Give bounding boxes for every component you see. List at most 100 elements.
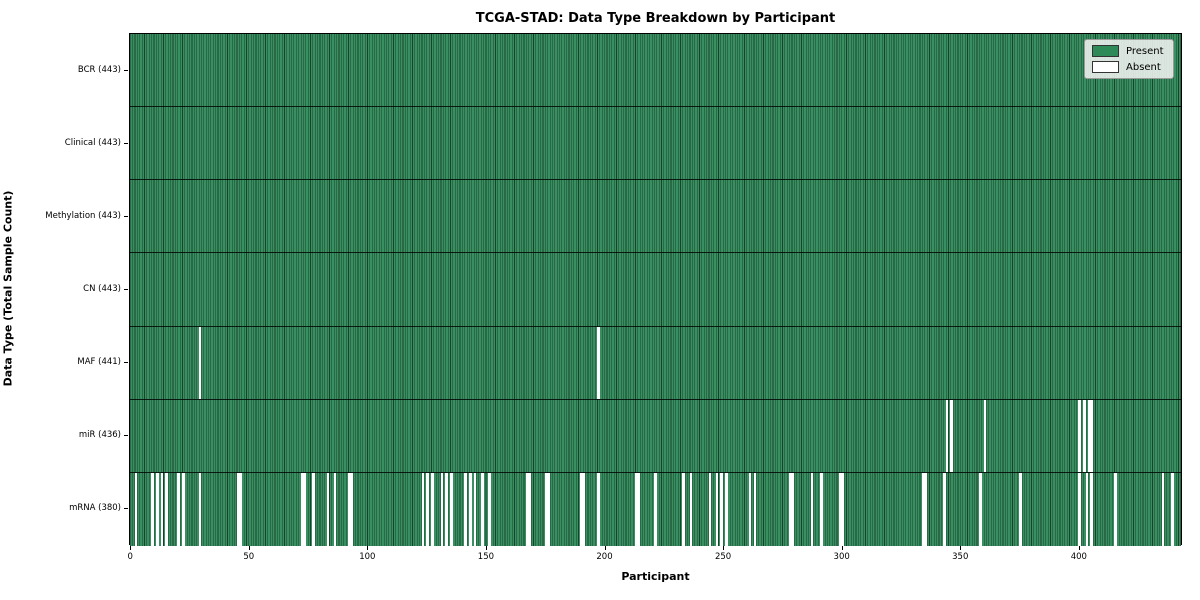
absent-cell — [155, 472, 159, 546]
ytick-mark — [124, 215, 128, 217]
absent-cell — [720, 472, 724, 546]
absent-cell — [302, 472, 306, 546]
ytick-label-methylation: Methylation (443) — [45, 210, 121, 221]
absent-cell — [525, 472, 529, 546]
xtick-mark — [485, 546, 487, 550]
absent-cell — [198, 472, 202, 546]
xtick-mark — [367, 546, 369, 550]
absent-cell — [1090, 472, 1093, 546]
absent-cell — [544, 472, 548, 546]
xtick-label-200: 200 — [596, 552, 613, 562]
ytick-label-mir: miR (436) — [78, 430, 121, 441]
absent-cell — [236, 472, 240, 546]
absent-cell — [348, 472, 351, 546]
ytick-label-cn: CN (443) — [83, 284, 121, 294]
legend-label: Absent — [1126, 61, 1161, 73]
legend-swatch-absent-icon — [1092, 61, 1119, 73]
x-axis-title: Participant — [621, 570, 690, 583]
absent-cell — [1085, 472, 1089, 546]
ytick-label-bcr: BCR (443) — [77, 64, 121, 75]
absent-cell — [198, 326, 202, 399]
absent-cell — [480, 472, 484, 546]
absent-cell — [528, 472, 531, 546]
ytick-label-clinical: Clinical (443) — [64, 137, 121, 148]
ytick-label-mrna: mRNA (380) — [69, 503, 121, 514]
xtick-mark — [1078, 546, 1080, 550]
absent-cell — [653, 472, 657, 546]
absent-cell — [333, 472, 337, 546]
absent-cell — [597, 326, 600, 399]
xtick-mark — [723, 546, 725, 550]
absent-cell — [431, 472, 434, 546]
ytick-mark — [124, 508, 128, 510]
row-band-mrna — [130, 472, 1181, 546]
absent-cell — [708, 472, 712, 546]
absent-cell — [689, 472, 693, 546]
ytick-mark — [124, 362, 128, 364]
xtick-label-50: 50 — [243, 552, 255, 562]
xtick-label-350: 350 — [952, 552, 969, 562]
absent-cell — [950, 399, 954, 472]
row-band-bcr — [130, 34, 1181, 108]
xtick-label-250: 250 — [714, 552, 732, 562]
absent-cell — [637, 472, 641, 546]
absent-cell — [1078, 399, 1082, 472]
absent-cell — [943, 472, 946, 546]
absent-cell — [426, 472, 429, 546]
legend-label: Present — [1126, 45, 1164, 57]
absent-cell — [1019, 472, 1022, 546]
row-band-clinical — [130, 107, 1181, 181]
absent-cell — [165, 472, 169, 546]
ytick-mark — [124, 435, 128, 437]
absent-cell — [597, 472, 600, 546]
absent-cell — [841, 472, 844, 546]
absent-cell — [1083, 399, 1086, 472]
absent-cell — [682, 472, 686, 546]
row-band-mir — [130, 399, 1181, 473]
ytick-mark — [124, 289, 128, 290]
ytick-mark — [124, 142, 128, 144]
absent-cell — [151, 472, 154, 546]
absent-cell — [791, 472, 795, 546]
absent-cell — [440, 472, 444, 546]
absent-cell — [1090, 399, 1093, 472]
absent-cell — [450, 472, 453, 546]
absent-cell — [582, 472, 586, 546]
absent-cell — [160, 472, 164, 546]
absent-cell — [748, 472, 752, 546]
absent-cell — [978, 472, 982, 546]
absent-cell — [1087, 399, 1091, 472]
absent-cell — [945, 399, 949, 472]
xtick-mark — [960, 546, 962, 550]
row-band-methylation — [130, 180, 1181, 254]
absent-cell — [1114, 472, 1117, 546]
legend-swatch-present-icon — [1092, 45, 1119, 57]
absent-cell — [182, 472, 185, 546]
absent-cell — [468, 472, 472, 546]
absent-cell — [921, 472, 925, 546]
legend-item-present: Present — [1092, 45, 1165, 57]
absent-cell — [350, 472, 354, 546]
absent-cell — [924, 472, 927, 546]
absent-cell — [1170, 472, 1174, 546]
xtick-label-400: 400 — [1070, 552, 1087, 562]
row-band-cn — [130, 253, 1181, 327]
xtick-mark — [604, 546, 606, 550]
absent-cell — [635, 472, 638, 546]
ytick-label-maf: MAF (441) — [77, 357, 121, 368]
legend: Present Absent — [1084, 39, 1174, 79]
plot-area — [129, 33, 1182, 546]
xtick-label-100: 100 — [359, 552, 376, 562]
absent-cell — [1161, 472, 1165, 546]
absent-cell — [464, 472, 467, 546]
absent-cell — [177, 472, 180, 546]
absent-cell — [725, 472, 728, 546]
legend-item-absent: Absent — [1092, 61, 1165, 73]
absent-cell — [789, 472, 792, 546]
ytick-mark — [124, 69, 128, 71]
absent-cell — [300, 472, 304, 546]
xtick-label-300: 300 — [833, 552, 850, 562]
absent-cell — [238, 472, 242, 546]
xtick-label-0: 0 — [127, 552, 133, 562]
